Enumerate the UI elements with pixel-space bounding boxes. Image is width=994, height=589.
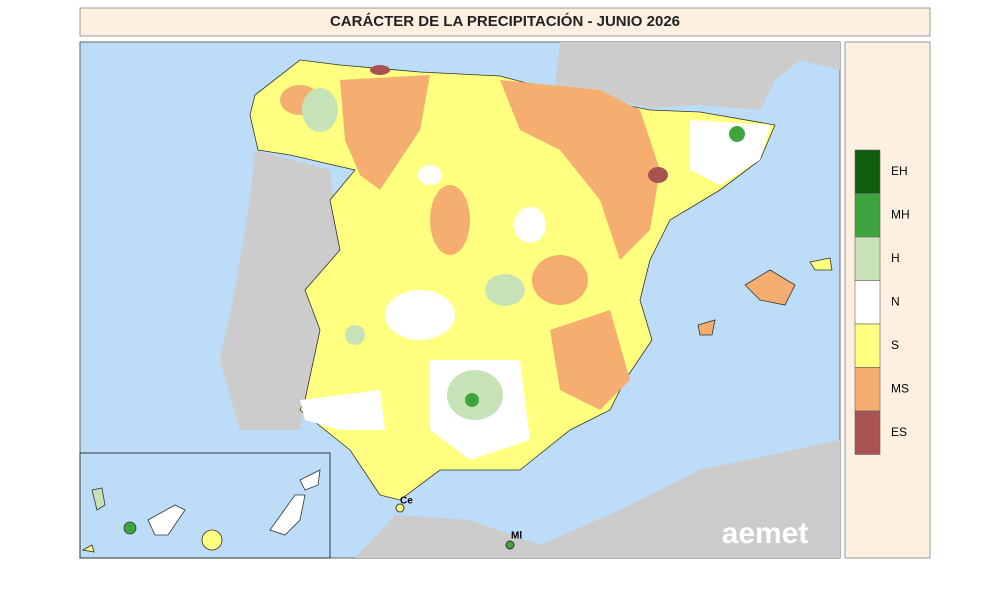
ibiza <box>697 319 716 336</box>
legend-label: N <box>891 294 900 308</box>
legend-swatch <box>854 236 881 281</box>
legend-swatch <box>854 367 881 412</box>
legend-label: H <box>891 251 900 265</box>
mallorca <box>744 269 796 306</box>
place-label: Ml <box>511 531 522 542</box>
legend-label: S <box>891 338 899 352</box>
legend: EH MH H N S MS ES <box>854 149 910 455</box>
legend-swatch <box>854 280 881 325</box>
ceuta <box>395 503 405 513</box>
legend-swatch <box>854 149 881 194</box>
legend-swatch <box>854 193 881 238</box>
legend-label: MH <box>891 207 910 221</box>
map-title: CARÁCTER DE LA PRECIPITACIÓN - JUNIO 202… <box>330 12 680 30</box>
map: Ce Ml aemet <box>79 41 841 559</box>
legend-panel <box>844 41 931 559</box>
france <box>555 42 840 110</box>
logo: aemet <box>722 517 809 550</box>
melilla <box>505 540 515 550</box>
africa <box>355 440 840 558</box>
menorca <box>809 257 833 271</box>
portugal <box>220 150 340 430</box>
legend-label: ES <box>891 425 907 439</box>
title-box <box>79 7 931 37</box>
precip-zones <box>280 65 770 460</box>
place-label: Ce <box>400 496 413 507</box>
legend-swatch <box>854 323 881 368</box>
canary-islands <box>81 469 321 553</box>
legend-label: EH <box>891 164 908 178</box>
legend-swatch <box>854 410 881 455</box>
legend-label: MS <box>891 381 909 395</box>
